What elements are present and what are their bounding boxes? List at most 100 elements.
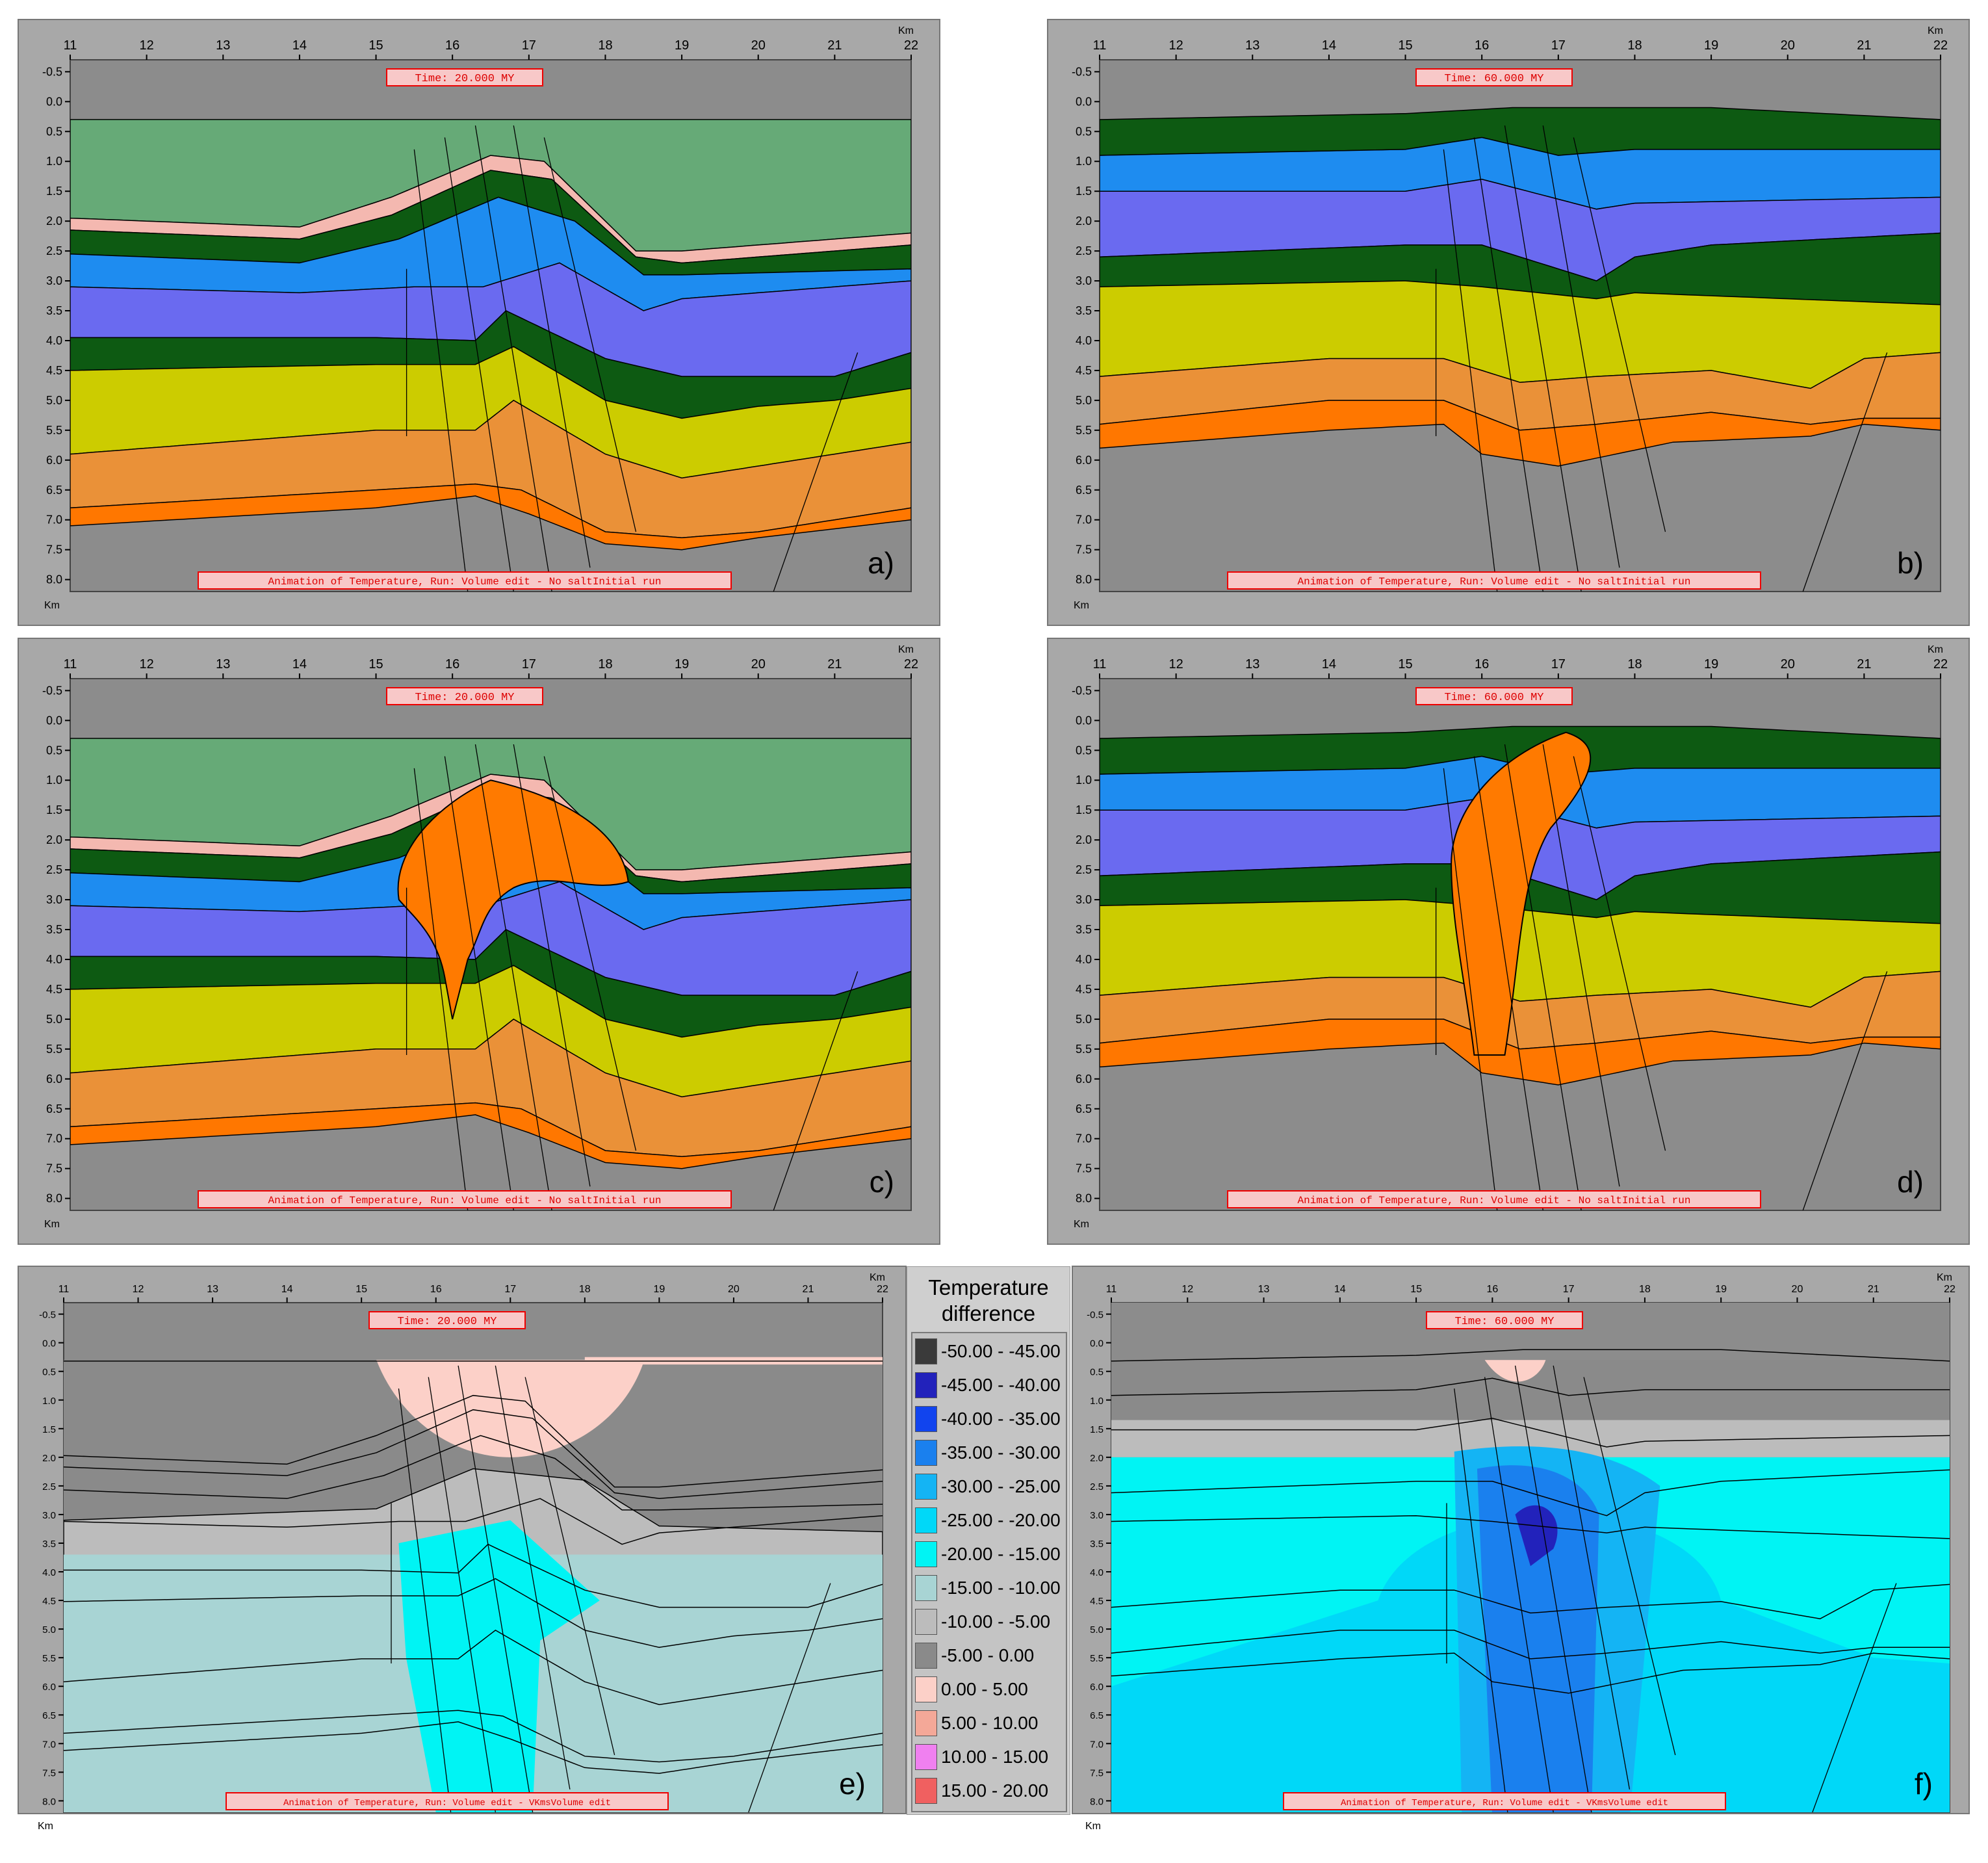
- y-tick-label: -0.5: [39, 1310, 56, 1321]
- layer-band: [70, 1102, 911, 1169]
- y-tick-label: 3.5: [1090, 1539, 1104, 1550]
- diff-zone: [1484, 1360, 1546, 1382]
- caption-box: [1283, 1792, 1726, 1810]
- y-tick-label: 0.5: [1076, 744, 1092, 757]
- y-tick-label: 4.5: [1090, 1596, 1104, 1607]
- fault-line: [458, 1365, 534, 1812]
- y-tick-label: 5.5: [46, 1043, 62, 1056]
- y-tick-label: 5.0: [1076, 1013, 1092, 1026]
- horizon-line: [1111, 1583, 1950, 1620]
- x-tick-label: 22: [1933, 657, 1948, 671]
- y-tick-label: 7.0: [1090, 1739, 1104, 1750]
- fault-line: [444, 137, 514, 592]
- y-tick-label: 2.5: [46, 863, 62, 876]
- legend-range-label: -20.00 - -15.00: [941, 1544, 1061, 1564]
- x-tick-label: 18: [598, 38, 612, 53]
- x-tick-label: 15: [368, 657, 383, 671]
- legend-range-label: 10.00 - 15.00: [941, 1747, 1049, 1767]
- horizon-line: [64, 1435, 883, 1511]
- x-tick-label: 16: [1475, 657, 1489, 671]
- caption-box: [226, 1792, 669, 1810]
- fault-line: [474, 125, 552, 592]
- x-tick-label: 11: [1093, 657, 1107, 671]
- fault-line: [398, 1388, 452, 1812]
- horizon-line: [64, 1409, 883, 1500]
- x-tick-label: 16: [445, 657, 459, 671]
- legend-item: -20.00 - -15.00: [915, 1539, 1063, 1571]
- unit-label-bottom: Km: [1085, 1821, 1101, 1832]
- fault-line: [1454, 1388, 1508, 1812]
- fault-line: [1802, 971, 1888, 1210]
- panel-letter: d): [1897, 1165, 1924, 1199]
- y-tick-label: 5.0: [42, 1624, 56, 1635]
- y-tick-label: 3.0: [46, 274, 62, 287]
- x-tick-label: 13: [1258, 1284, 1270, 1295]
- section-layers: [64, 1357, 883, 1812]
- y-tick-label: 5.0: [1090, 1624, 1104, 1635]
- time-label: Time: 20.000 MY: [397, 1316, 497, 1328]
- x-tick-label: 13: [216, 657, 230, 671]
- horizon-line: [1111, 1377, 1950, 1396]
- panel-letter: e): [839, 1767, 866, 1801]
- x-tick-label: 20: [751, 657, 766, 671]
- fault-line: [1443, 149, 1498, 592]
- x-tick-label: 15: [1398, 38, 1412, 53]
- y-tick-label: 0.0: [46, 95, 62, 108]
- y-tick-label: 0.5: [46, 125, 62, 138]
- y-tick-label: 3.5: [46, 304, 62, 317]
- x-tick-label: 11: [64, 657, 77, 671]
- x-tick-label: 14: [1322, 657, 1336, 671]
- diff-zone: [1477, 1465, 1599, 1812]
- y-tick-label: 2.5: [1076, 863, 1092, 876]
- y-tick-label: 7.0: [42, 1739, 56, 1750]
- temperature-difference-legend: Temperature difference -50.00 - -45.00 -4…: [907, 1266, 1070, 1815]
- x-tick-label: 13: [207, 1284, 218, 1295]
- fault-line: [1443, 768, 1498, 1210]
- y-tick-label: 1.0: [46, 774, 62, 787]
- fault-line: [474, 744, 552, 1210]
- y-tick-label: 8.0: [1090, 1796, 1104, 1807]
- x-tick-label: 21: [1857, 657, 1871, 671]
- x-tick-label: 13: [1245, 38, 1259, 53]
- layer-band: [1100, 400, 1941, 467]
- y-tick-label: 6.5: [46, 1102, 62, 1115]
- x-tick-label: 16: [1486, 1284, 1498, 1295]
- y-tick-label: 6.0: [1076, 1073, 1092, 1086]
- fault-line: [513, 744, 591, 1187]
- fault-line: [444, 756, 514, 1210]
- section-layers: [1111, 1303, 1950, 1812]
- horizon-line: [1111, 1349, 1950, 1362]
- y-tick-label: 4.0: [1090, 1567, 1104, 1578]
- x-tick-label: 21: [803, 1284, 814, 1295]
- y-tick-label: 1.0: [42, 1396, 56, 1407]
- x-tick-label: 15: [1410, 1284, 1422, 1295]
- legend-swatch: [915, 1406, 937, 1432]
- x-tick-label: 12: [1169, 657, 1183, 671]
- x-tick-label: 13: [216, 38, 230, 53]
- panel-letter: c): [870, 1165, 894, 1199]
- y-tick-label: -0.5: [1087, 1310, 1104, 1321]
- panel-e: 11 12 13 14 15 16 17 18 19 20 21 22Km-0.50.00.51.01…: [18, 1266, 907, 1832]
- y-tick-label: 1.5: [1076, 185, 1092, 198]
- y-tick-label: 4.0: [42, 1567, 56, 1578]
- x-tick-label: 20: [751, 38, 766, 53]
- fault-line: [495, 1365, 571, 1790]
- legend-range-label: -45.00 - -40.00: [941, 1375, 1061, 1395]
- y-tick-label: 2.0: [42, 1453, 56, 1464]
- y-tick-label: 6.5: [1076, 484, 1092, 497]
- time-box: [1426, 1311, 1583, 1329]
- legend-item: -30.00 - -25.00: [915, 1471, 1063, 1504]
- y-tick-label: 6.5: [42, 1710, 56, 1721]
- legend-range-label: -50.00 - -45.00: [941, 1341, 1061, 1361]
- fault-line: [1514, 1365, 1592, 1812]
- y-tick-label: -0.5: [42, 684, 62, 697]
- y-tick-label: 6.5: [1076, 1102, 1092, 1115]
- y-tick-label: 3.0: [46, 893, 62, 906]
- legend-swatch: [915, 1710, 937, 1736]
- legend-swatch: [915, 1744, 937, 1770]
- legend-range-label: -15.00 - -10.00: [941, 1578, 1061, 1598]
- x-tick-label: 19: [675, 38, 689, 53]
- time-box: [368, 1311, 526, 1329]
- time-label: Time: 60.000 MY: [1444, 73, 1543, 85]
- y-tick-label: 4.5: [46, 364, 62, 377]
